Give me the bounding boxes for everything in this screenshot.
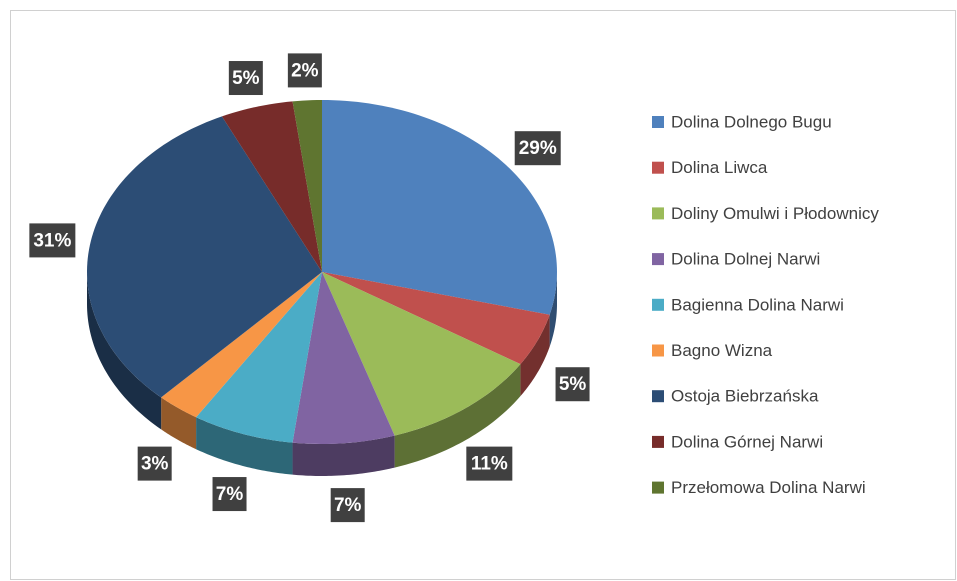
data-label-box: [137, 446, 172, 481]
slice-side: [549, 272, 557, 347]
legend-swatch: [652, 253, 664, 266]
data-label-box: [287, 53, 322, 88]
data-label: 3%: [141, 454, 169, 475]
slice-side: [196, 417, 293, 475]
slice-side: [520, 314, 550, 397]
slice-side: [87, 272, 162, 430]
legend-swatch: [652, 390, 664, 403]
data-label: 2%: [291, 60, 319, 81]
legend-label: Dolina Górnej Narwi: [671, 432, 823, 451]
data-label-box: [228, 61, 263, 96]
slice-side: [394, 364, 521, 468]
legend-label: Przełomowa Dolina Narwi: [671, 478, 866, 497]
legend-swatch: [652, 298, 664, 311]
data-label-box: [514, 131, 561, 166]
slice-side: [161, 397, 197, 450]
data-label: 31%: [33, 230, 71, 251]
legend-label: Doliny Omulwi i Płodownicy: [671, 204, 879, 223]
slice: [221, 101, 322, 273]
legend-label: Bagienna Dolina Narwi: [671, 295, 844, 314]
legend-label: Dolina Dolnego Bugu: [671, 112, 832, 131]
slice: [196, 272, 322, 443]
data-label: 5%: [232, 68, 260, 89]
data-label-box: [466, 446, 513, 481]
data-label-box: [212, 477, 247, 512]
data-label: 29%: [519, 138, 557, 159]
legend-swatch: [652, 344, 664, 357]
legend-swatch: [652, 116, 664, 128]
legend-swatch: [652, 481, 664, 494]
data-label: 7%: [216, 484, 244, 505]
data-label-box: [330, 488, 365, 523]
legend-label: Ostoja Biebrzańska: [671, 387, 819, 406]
slice-side: [292, 435, 395, 476]
slice: [322, 272, 550, 365]
data-label-box: [555, 367, 590, 402]
legend-label: Dolina Liwca: [671, 158, 768, 177]
slice: [292, 272, 395, 444]
legend-swatch: [652, 161, 664, 174]
data-label-box: [29, 223, 76, 258]
slice: [87, 116, 323, 398]
data-label: 7%: [334, 495, 362, 516]
legend-label: Dolina Dolnej Narwi: [671, 250, 820, 269]
data-label: 11%: [471, 454, 508, 475]
slice: [161, 272, 322, 418]
slice: [292, 100, 322, 272]
legend-swatch: [652, 207, 664, 220]
legend-label: Bagno Wizna: [671, 341, 773, 360]
data-label: 5%: [559, 374, 587, 395]
slice: [322, 272, 521, 436]
legend-swatch: [652, 435, 664, 448]
slice: [322, 100, 557, 315]
